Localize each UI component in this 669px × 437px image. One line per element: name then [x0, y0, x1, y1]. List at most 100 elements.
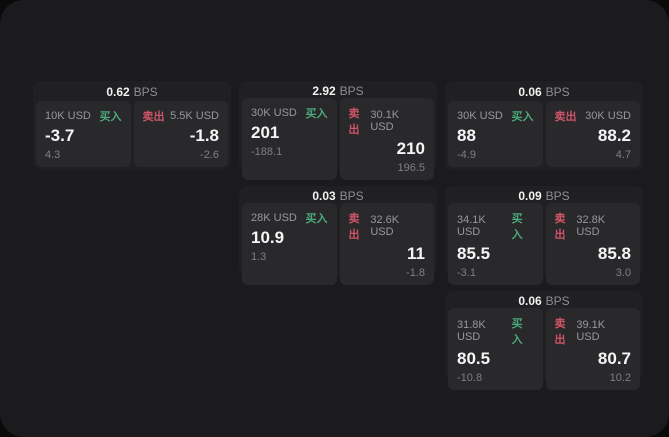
buy-side-label: 买入 [305, 108, 328, 120]
buy-side-label: 买入 [305, 213, 328, 225]
spread-unit: BPS [545, 189, 570, 203]
quote-card: 2.92 BPS 30K USD 买入 201 -188.1 卖出 30.1K … [239, 81, 437, 181]
sell-tile-header: 卖出 30.1K USD [349, 105, 426, 137]
spread-header: 0.06 BPS [448, 84, 640, 101]
quote-card: 0.03 BPS 28K USD 买入 10.9 1.3 卖出 32.6K US… [239, 186, 437, 286]
quote-card: 0.09 BPS 34.1K USD 买入 85.5 -3.1 卖出 32.8K… [445, 186, 643, 286]
sell-size: 32.6K USD [370, 214, 400, 238]
sell-tile-header: 卖出 5.5K USD [143, 108, 220, 124]
sell-tile-header: 卖出 30K USD [555, 108, 632, 124]
spread-value: 0.09 [518, 189, 542, 203]
spread-value: 2.92 [312, 84, 336, 98]
buy-tile[interactable]: 30K USD 买入 88 -4.9 [448, 100, 543, 167]
quote-card: 0.06 BPS 31.8K USD 买入 80.5 -10.8 卖出 39.1… [445, 291, 643, 391]
spread-value: 0.06 [518, 85, 542, 100]
sell-price: 85.8 [597, 244, 631, 263]
buy-side-label: 买入 [511, 110, 534, 123]
buy-tile-header: 30K USD 买入 [251, 105, 328, 121]
sell-size: 30K USD [585, 109, 631, 122]
sell-price: 210 [396, 139, 425, 158]
spread-value: 0.62 [106, 85, 130, 100]
spread-unit: BPS [339, 84, 364, 98]
buy-price: -3.7 [45, 125, 75, 145]
sell-tile[interactable]: 卖出 39.1K USD 80.7 10.2 [545, 308, 640, 391]
sell-delta: 4.7 [615, 149, 631, 161]
quote-tiles: 30K USD 买入 88 -4.9 卖出 30K USD 88.2 4.7 [448, 100, 640, 167]
sell-tile[interactable]: 卖出 32.8K USD 85.8 3.0 [545, 203, 640, 286]
buy-tile[interactable]: 30K USD 买入 201 -188.1 [242, 98, 337, 181]
spread-unit: BPS [545, 294, 570, 308]
buy-delta: 1.3 [251, 251, 267, 264]
quote-card: 0.62 BPS 10K USD 买入 -3.7 4.3 卖出 5.5K USD [33, 81, 231, 170]
sell-tile-header: 卖出 32.6K USD [349, 210, 426, 242]
buy-size: 34.1K USD [457, 214, 486, 238]
sell-side-label: 卖出 [554, 213, 566, 241]
sell-tile[interactable]: 卖出 30.1K USD 210 196.5 [339, 98, 434, 181]
spread-unit: BPS [339, 189, 364, 203]
quote-tiles: 34.1K USD 买入 85.5 -3.1 卖出 32.8K USD 85.8… [448, 203, 640, 286]
buy-delta: -188.1 [251, 146, 283, 159]
buy-price: 201 [251, 123, 280, 142]
sell-tile[interactable]: 卖出 30K USD 88.2 4.7 [545, 100, 640, 167]
buy-tile-header: 30K USD 买入 [457, 108, 534, 124]
sell-price: 88.2 [597, 125, 631, 145]
sell-size: 5.5K USD [170, 109, 219, 122]
sell-delta: -2.6 [200, 149, 219, 161]
buy-size: 30K USD [457, 109, 503, 122]
spread-header: 2.92 BPS [242, 84, 434, 98]
spread-value: 0.06 [518, 294, 542, 308]
buy-delta: -3.1 [457, 267, 476, 280]
sell-price: -1.8 [189, 125, 219, 145]
buy-size: 30K USD [251, 107, 297, 119]
sell-tile[interactable]: 卖出 5.5K USD -1.8 -2.6 [133, 100, 228, 167]
quote-tiles: 30K USD 买入 201 -188.1 卖出 30.1K USD 210 1… [242, 98, 434, 181]
buy-side-label: 买入 [511, 213, 523, 241]
quote-tiles: 28K USD 买入 10.9 1.3 卖出 32.6K USD 11 -1.8 [242, 203, 434, 286]
buy-side-label: 买入 [511, 318, 523, 346]
buy-tile-header: 34.1K USD 买入 [457, 210, 534, 242]
buy-size: 31.8K USD [457, 319, 486, 343]
sell-side-label: 卖出 [348, 213, 360, 241]
sell-tile[interactable]: 卖出 32.6K USD 11 -1.8 [339, 203, 434, 286]
buy-side-label: 买入 [99, 110, 122, 123]
spread-header: 0.03 BPS [242, 189, 434, 203]
spread-header: 0.62 BPS [36, 84, 228, 101]
buy-delta: -4.9 [457, 149, 476, 161]
sell-side-label: 卖出 [554, 110, 577, 123]
sell-price: 80.7 [597, 349, 631, 368]
spread-value: 0.03 [312, 189, 336, 203]
sell-side-label: 卖出 [142, 110, 165, 123]
buy-tile[interactable]: 10K USD 买入 -3.7 4.3 [36, 100, 131, 167]
buy-price: 10.9 [251, 228, 285, 247]
buy-price: 80.5 [457, 349, 491, 368]
buy-delta: -10.8 [457, 372, 483, 385]
sell-delta: 10.2 [609, 372, 631, 385]
sell-size: 30.1K USD [370, 109, 400, 133]
buy-price: 88 [457, 125, 476, 145]
sell-side-label: 卖出 [554, 318, 566, 346]
buy-tile[interactable]: 28K USD 买入 10.9 1.3 [242, 203, 337, 286]
sell-side-label: 卖出 [348, 108, 360, 136]
buy-tile[interactable]: 34.1K USD 买入 85.5 -3.1 [448, 203, 543, 286]
spread-unit: BPS [545, 85, 570, 100]
quote-card: 0.06 BPS 30K USD 买入 88 -4.9 卖出 30K USD [445, 81, 643, 170]
buy-tile[interactable]: 31.8K USD 买入 80.5 -10.8 [448, 308, 543, 391]
quote-tiles: 31.8K USD 买入 80.5 -10.8 卖出 39.1K USD 80.… [448, 308, 640, 391]
quote-grid: 0.62 BPS 10K USD 买入 -3.7 4.3 卖出 5.5K USD [33, 81, 643, 391]
sell-price: 11 [407, 244, 425, 263]
spread-unit: BPS [133, 85, 158, 100]
buy-tile-header: 31.8K USD 买入 [457, 315, 534, 347]
buy-size: 28K USD [251, 212, 297, 224]
sell-tile-header: 卖出 39.1K USD [555, 315, 632, 347]
sell-size: 32.8K USD [576, 214, 606, 238]
spread-header: 0.06 BPS [448, 294, 640, 308]
sell-size: 39.1K USD [576, 319, 606, 343]
spread-header: 0.09 BPS [448, 189, 640, 203]
buy-size: 10K USD [45, 109, 91, 122]
sell-delta: 3.0 [615, 267, 631, 280]
buy-delta: 4.3 [45, 149, 61, 161]
buy-price: 85.5 [457, 244, 491, 263]
quote-tiles: 10K USD 买入 -3.7 4.3 卖出 5.5K USD -1.8 -2.… [36, 100, 228, 167]
sell-delta: -1.8 [406, 267, 425, 280]
